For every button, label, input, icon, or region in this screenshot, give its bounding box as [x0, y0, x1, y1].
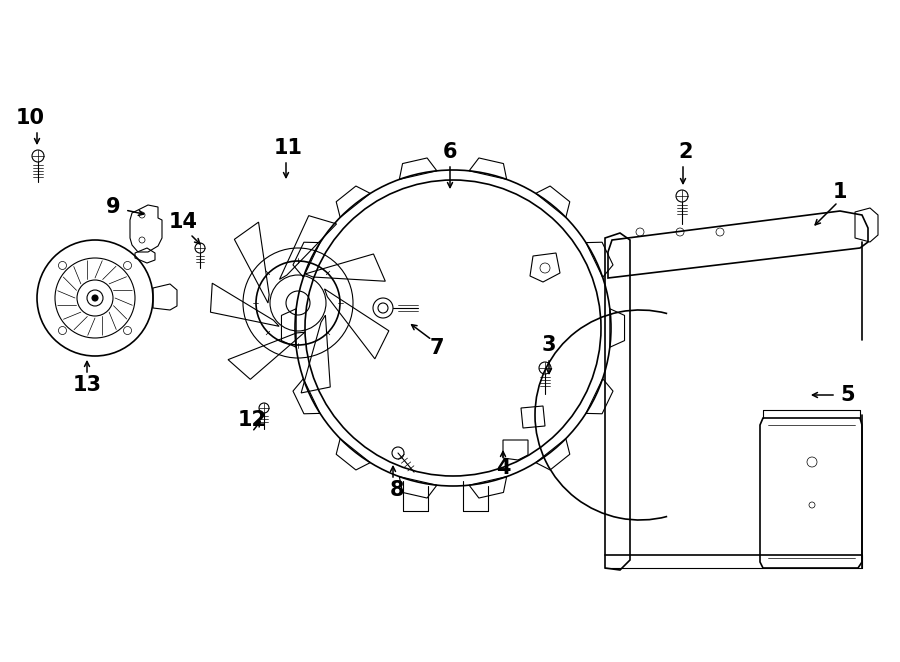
Text: 10: 10 — [15, 108, 44, 128]
Text: 5: 5 — [841, 385, 855, 405]
Text: 12: 12 — [238, 410, 266, 430]
Text: 11: 11 — [274, 138, 302, 158]
Text: 2: 2 — [679, 142, 693, 162]
Text: 3: 3 — [542, 335, 556, 355]
Text: 14: 14 — [168, 212, 197, 232]
Text: 7: 7 — [430, 338, 445, 358]
Text: 1: 1 — [832, 182, 847, 202]
Circle shape — [92, 295, 98, 301]
Text: 4: 4 — [496, 458, 510, 478]
Text: 9: 9 — [105, 197, 121, 217]
Text: 6: 6 — [443, 142, 457, 162]
Text: 13: 13 — [73, 375, 102, 395]
Text: 8: 8 — [390, 480, 404, 500]
